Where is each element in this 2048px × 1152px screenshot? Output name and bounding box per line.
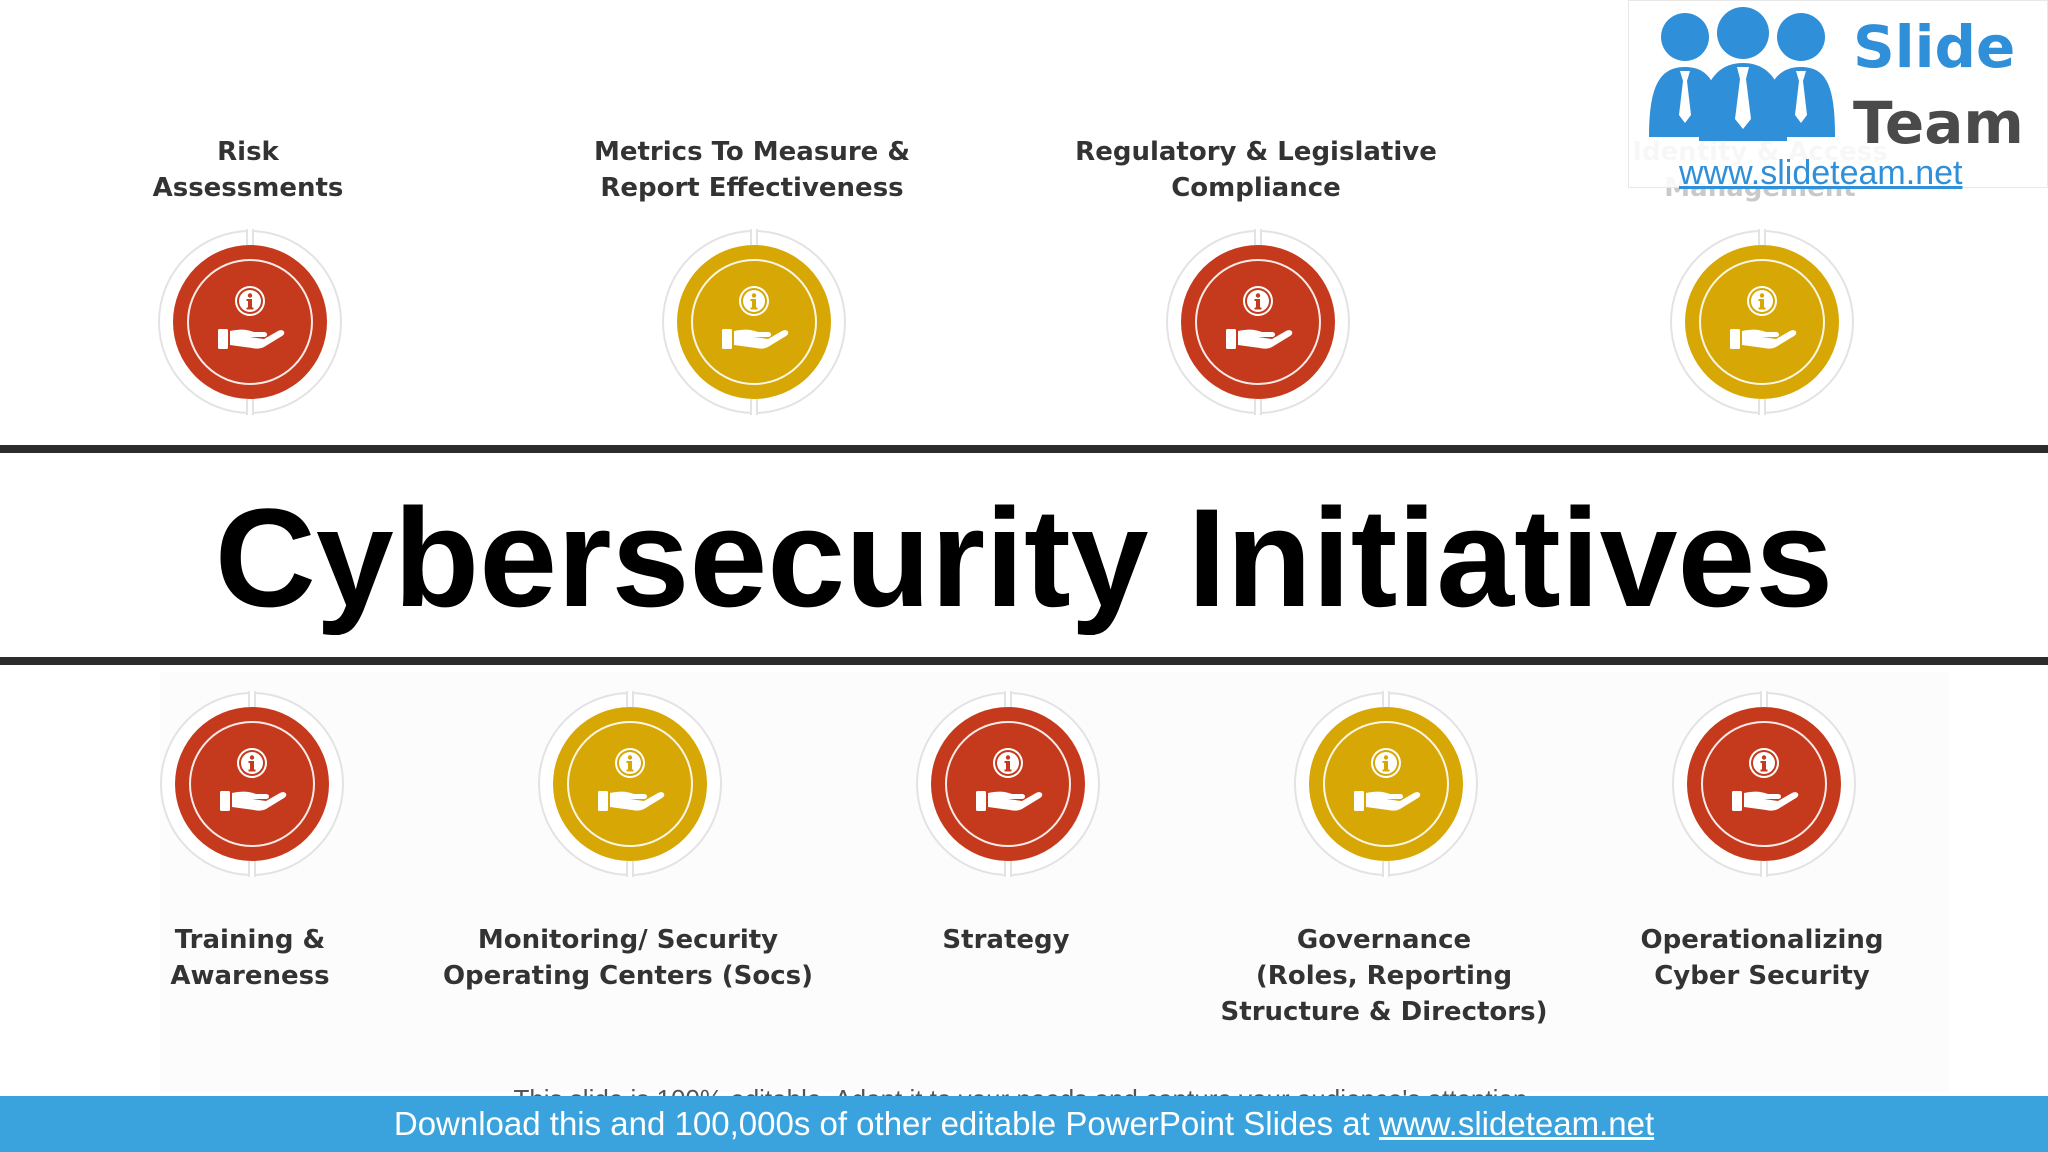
label-line: Assessments xyxy=(152,173,344,203)
ring-notch xyxy=(1382,691,1390,707)
initiative-badge xyxy=(538,691,722,877)
initiative-label: Governance (Roles, Reporting Structure &… xyxy=(1184,922,1584,1030)
badge-inner-ring xyxy=(1195,259,1321,385)
ring-notch xyxy=(248,861,256,877)
ring-notch xyxy=(1254,399,1262,415)
ring-notch xyxy=(1760,861,1768,877)
logo-word-team: Team xyxy=(1853,89,2024,157)
initiative-label: Operationalizing Cyber Security xyxy=(1562,922,1962,994)
initiative-badge xyxy=(1166,229,1350,415)
badge-inner-ring xyxy=(1323,721,1449,847)
badge-inner-ring xyxy=(187,259,313,385)
badge-disc xyxy=(677,245,831,399)
ring-notch xyxy=(1758,229,1766,245)
initiative-label: Risk Assessments xyxy=(48,134,448,206)
label-line: Operating Centers (Socs) xyxy=(442,961,814,991)
hand-info-icon xyxy=(714,279,794,359)
hand-info-icon xyxy=(210,279,290,359)
banner-text: Download this and 100,000s of other edit… xyxy=(393,1105,1379,1142)
ring-notch xyxy=(626,691,634,707)
badge-disc xyxy=(1687,707,1841,861)
slideteam-logo: Slide Team www.slideteam.net xyxy=(1628,0,2048,192)
ring-notch xyxy=(246,399,254,415)
label-line: (Roles, Reporting xyxy=(1255,961,1513,991)
ring-notch xyxy=(248,691,256,707)
badge-inner-ring xyxy=(189,721,315,847)
ring-notch xyxy=(1254,229,1262,245)
label-line: Report Effectiveness xyxy=(600,173,904,203)
logo-url-link[interactable]: www.slideteam.net xyxy=(1679,154,1963,192)
ring-notch xyxy=(750,229,758,245)
logo-word-slide: Slide xyxy=(1853,13,2016,81)
ring-notch xyxy=(246,229,254,245)
label-line: Regulatory & Legislative xyxy=(1075,137,1437,167)
initiative-badge xyxy=(662,229,846,415)
label-line: Strategy xyxy=(942,925,1070,955)
badge-disc xyxy=(553,707,707,861)
title-rule-top xyxy=(0,445,2048,453)
initiative-label: Monitoring/ Security Operating Centers (… xyxy=(428,922,828,994)
badge-disc xyxy=(1309,707,1463,861)
badge-disc xyxy=(931,707,1085,861)
badge-disc xyxy=(1685,245,1839,399)
badge-disc xyxy=(1181,245,1335,399)
badge-inner-ring xyxy=(945,721,1071,847)
badge-inner-ring xyxy=(567,721,693,847)
label-line: Governance xyxy=(1296,925,1472,955)
initiative-badge xyxy=(1670,229,1854,415)
initiative-label: Metrics To Measure & Report Effectivenes… xyxy=(552,134,952,206)
hand-info-icon xyxy=(1346,741,1426,821)
label-line: Cyber Security xyxy=(1654,961,1870,991)
hand-info-icon xyxy=(1218,279,1298,359)
label-line: Metrics To Measure & xyxy=(593,137,911,167)
label-line: Training & xyxy=(174,925,326,955)
label-line: Structure & Directors) xyxy=(1220,997,1548,1027)
initiative-badge xyxy=(1294,691,1478,877)
hand-info-icon xyxy=(968,741,1048,821)
ring-notch xyxy=(750,399,758,415)
initiative-badge xyxy=(1672,691,1856,877)
label-line: Risk xyxy=(217,137,279,167)
hand-info-icon xyxy=(212,741,292,821)
initiative-label: Strategy xyxy=(806,922,1206,958)
ring-notch xyxy=(1760,691,1768,707)
label-line: Monitoring/ Security xyxy=(477,925,779,955)
ring-notch xyxy=(1382,861,1390,877)
label-line: Operationalizing xyxy=(1640,925,1884,955)
hand-info-icon xyxy=(1724,741,1804,821)
badge-disc xyxy=(175,707,329,861)
ring-notch xyxy=(626,861,634,877)
download-banner: Download this and 100,000s of other edit… xyxy=(0,1096,2048,1152)
badge-disc xyxy=(173,245,327,399)
banner-link[interactable]: www.slideteam.net xyxy=(1379,1105,1655,1142)
initiative-badge xyxy=(916,691,1100,877)
hand-info-icon xyxy=(590,741,670,821)
label-line: Awareness xyxy=(170,961,330,991)
hand-info-icon xyxy=(1722,279,1802,359)
badge-inner-ring xyxy=(691,259,817,385)
initiative-badge xyxy=(158,229,342,415)
people-group-icon xyxy=(1649,7,1835,141)
ring-notch xyxy=(1758,399,1766,415)
title-rule-bottom xyxy=(0,657,2048,665)
page-title: Cybersecurity Initiatives xyxy=(214,479,1834,636)
badge-inner-ring xyxy=(1701,721,1827,847)
ring-notch xyxy=(1004,861,1012,877)
initiative-label: Regulatory & Legislative Compliance xyxy=(1056,134,1456,206)
initiative-label: Training & Awareness xyxy=(50,922,450,994)
label-line: Compliance xyxy=(1171,173,1341,203)
badge-inner-ring xyxy=(1699,259,1825,385)
ring-notch xyxy=(1004,691,1012,707)
initiative-badge xyxy=(160,691,344,877)
